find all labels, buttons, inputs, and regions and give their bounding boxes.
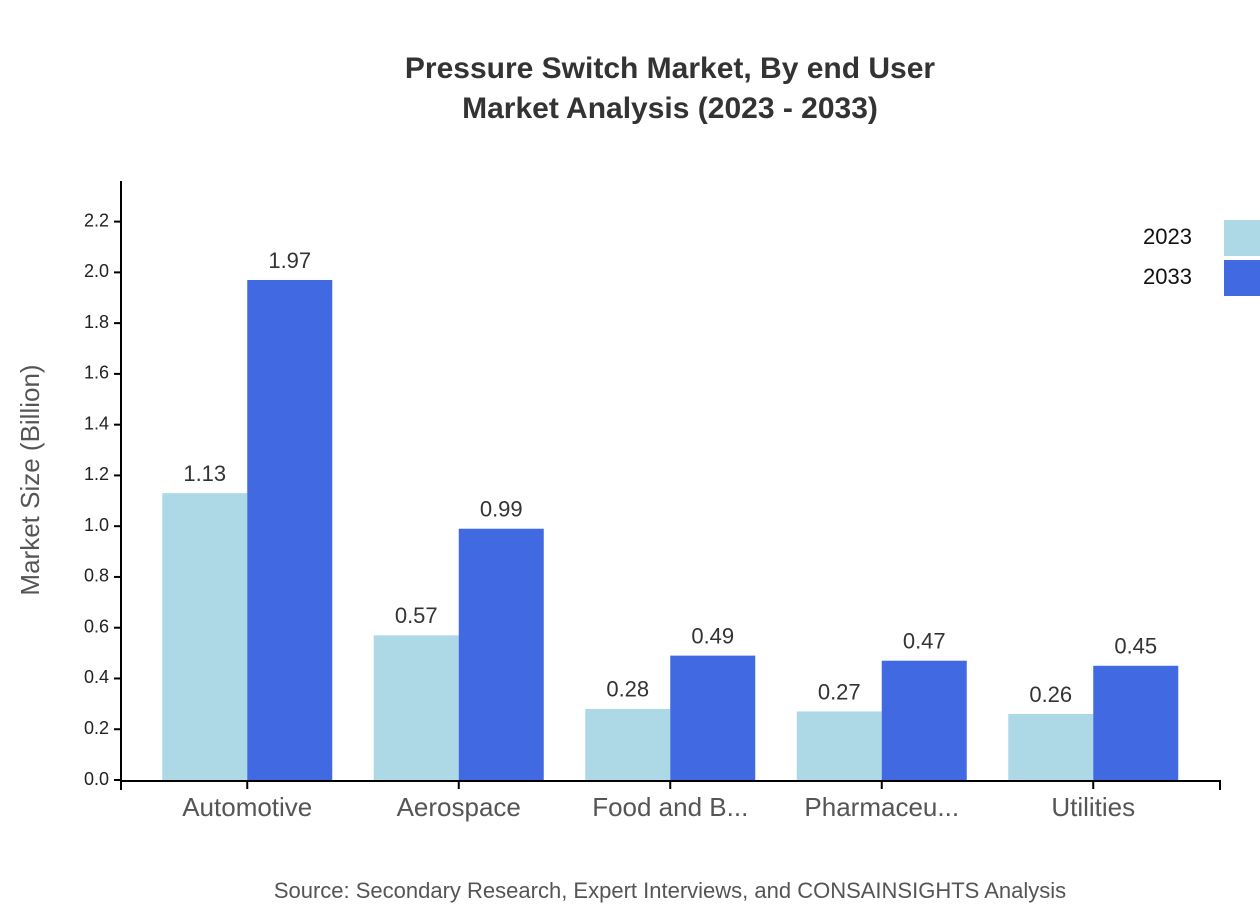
chart-subtitle: Market Analysis (2023 - 2033) [462, 92, 878, 125]
value-label: 0.28 [606, 677, 649, 702]
bar [1008, 714, 1094, 780]
x-tick-label: Automotive [182, 792, 312, 822]
bar [162, 493, 248, 780]
bar [585, 708, 671, 780]
y-tick-label: 2.2 [84, 210, 109, 230]
y-tick-label: 0.0 [84, 769, 109, 789]
y-tick-label: 2.0 [84, 261, 109, 281]
y-tick-label: 1.6 [84, 363, 109, 383]
x-tick-label: Aerospace [397, 792, 521, 822]
legend-label: 2023 [1143, 224, 1192, 249]
bar [373, 635, 459, 780]
value-label: 0.45 [1114, 634, 1157, 659]
bar [458, 528, 544, 780]
y-tick-label: 1.8 [84, 312, 109, 332]
legend-swatch [1224, 220, 1260, 256]
value-label: 0.49 [691, 623, 734, 648]
bar [796, 711, 882, 780]
bar [1093, 665, 1179, 780]
x-tick-label: Utilities [1051, 792, 1135, 822]
source-note: Source: Secondary Research, Expert Inter… [274, 878, 1066, 903]
bar [881, 660, 967, 780]
y-tick-label: 0.8 [84, 566, 109, 586]
value-label: 0.47 [903, 629, 946, 654]
y-tick-label: 0.2 [84, 718, 109, 738]
x-tick-label: Food and B... [592, 792, 748, 822]
value-label: 1.97 [268, 248, 311, 273]
bar [247, 279, 333, 780]
value-label: 0.26 [1029, 682, 1072, 707]
bar [670, 655, 756, 780]
y-tick-label: 1.2 [84, 464, 109, 484]
y-tick-label: 0.6 [84, 616, 109, 636]
y-axis-label: Market Size (Billion) [15, 364, 45, 595]
chart-title: Pressure Switch Market, By end User [405, 52, 936, 85]
legend-swatch [1224, 260, 1260, 296]
y-tick-label: 0.4 [84, 667, 109, 687]
value-label: 0.99 [480, 497, 523, 522]
legend-label: 2033 [1143, 264, 1192, 289]
value-label: 0.27 [818, 679, 861, 704]
y-tick-label: 1.4 [84, 413, 109, 433]
value-label: 1.13 [183, 461, 226, 486]
y-tick-label: 1.0 [84, 515, 109, 535]
x-tick-label: Pharmaceu... [804, 792, 959, 822]
value-label: 0.57 [395, 603, 438, 628]
